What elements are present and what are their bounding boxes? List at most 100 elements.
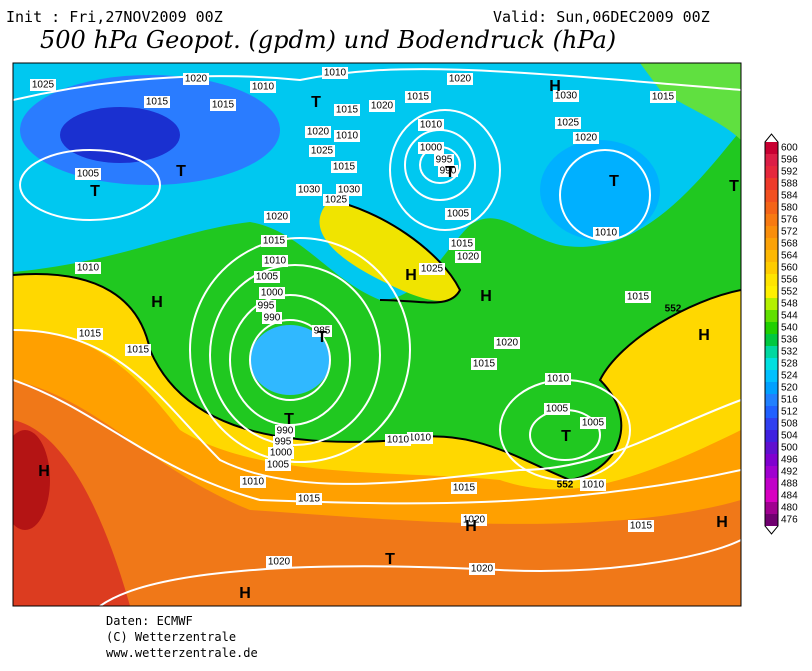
pressure-center: H bbox=[38, 463, 50, 480]
isobar-label: 985 bbox=[314, 326, 331, 337]
isobar-label-box bbox=[275, 425, 295, 437]
isobar-label-box bbox=[259, 287, 285, 299]
colorbar-swatch bbox=[765, 154, 778, 166]
colorbar-swatch bbox=[765, 346, 778, 358]
isobar-label-box bbox=[254, 271, 280, 283]
colorbar-label: 488 bbox=[781, 479, 798, 490]
pressure-center: H bbox=[465, 518, 477, 535]
colorbar-label: 576 bbox=[781, 215, 798, 226]
colorbar-label: 520 bbox=[781, 383, 798, 394]
colorbar-label: 552 bbox=[781, 287, 798, 298]
isobar-label: 1015 bbox=[407, 92, 430, 103]
isobar-label-box bbox=[309, 145, 335, 157]
isobar-label: 1025 bbox=[557, 118, 580, 129]
map-field bbox=[12, 62, 742, 607]
colorbar-swatch bbox=[765, 202, 778, 214]
isobar-label: 1025 bbox=[32, 80, 55, 91]
isobar-label: 1010 bbox=[547, 374, 570, 385]
isobar-label: 1015 bbox=[652, 92, 675, 103]
isobar-label: 1010 bbox=[420, 120, 443, 131]
isobar-label-box bbox=[419, 263, 445, 275]
colorbar-swatch bbox=[765, 310, 778, 322]
pressure-center: T bbox=[90, 183, 100, 200]
pressure-center: T bbox=[729, 178, 739, 195]
colorbar-label: 584 bbox=[781, 191, 798, 202]
isobar-label-box bbox=[418, 119, 444, 131]
colorbar-label: 564 bbox=[781, 251, 798, 262]
isobar-label-box bbox=[434, 154, 454, 166]
colorbar-label: 600 bbox=[781, 143, 798, 154]
footer-copyright: (C) Wetterzentrale bbox=[106, 630, 236, 644]
colorbar-label: 504 bbox=[781, 431, 798, 442]
colorbar-label: 596 bbox=[781, 155, 798, 166]
isobar-label: 1020 bbox=[307, 127, 330, 138]
colorbar-label: 548 bbox=[781, 299, 798, 310]
isobar-label-box bbox=[544, 403, 570, 415]
isobar-label: 995 bbox=[258, 301, 275, 312]
isobar-label: 1025 bbox=[311, 146, 334, 157]
footer-url: www.wetterzentrale.de bbox=[106, 646, 258, 660]
isobar-label: 1015 bbox=[451, 239, 474, 250]
pressure-center: T bbox=[311, 94, 321, 111]
isobar-label: 995 bbox=[275, 437, 292, 448]
isobar-label: 1015 bbox=[127, 345, 150, 356]
colorbar-swatch bbox=[765, 334, 778, 346]
isobar-label-box bbox=[445, 208, 471, 220]
colorbar-swatch bbox=[765, 262, 778, 274]
footer-source: Daten: ECMWF bbox=[106, 614, 193, 628]
isobar-label: 1020 bbox=[449, 74, 472, 85]
isobar-label: 1020 bbox=[266, 212, 289, 223]
colorbar-label: 544 bbox=[781, 311, 798, 322]
isobar-label-box bbox=[469, 563, 495, 575]
colorbar-label: 484 bbox=[781, 491, 798, 502]
colorbar-label: 492 bbox=[781, 467, 798, 478]
colorbar-swatch bbox=[765, 166, 778, 178]
colorbar-swatch bbox=[765, 394, 778, 406]
pressure-center: H bbox=[716, 514, 728, 531]
isobar-label: 995 bbox=[436, 155, 453, 166]
isobar-label-box bbox=[296, 493, 322, 505]
isobar-label: 1025 bbox=[325, 195, 348, 206]
isobar-label-box bbox=[273, 436, 293, 448]
isobar-label-box bbox=[331, 161, 357, 173]
colorbar-frame bbox=[764, 133, 779, 535]
colorbar-label: 528 bbox=[781, 359, 798, 370]
isobar-label: 1020 bbox=[471, 564, 494, 575]
isobar-label: 1010 bbox=[582, 480, 605, 491]
isobar-label: 1005 bbox=[546, 404, 569, 415]
isobar-label-box bbox=[438, 165, 458, 177]
isobar-label: 1010 bbox=[264, 256, 287, 267]
colorbar-label: 496 bbox=[781, 455, 798, 466]
isobar-label-box bbox=[494, 337, 520, 349]
isobar-label-box bbox=[296, 184, 322, 196]
isobar-label: 1005 bbox=[267, 460, 290, 471]
colorbar-swatch bbox=[765, 298, 778, 310]
isobar-label-box bbox=[75, 262, 101, 274]
isobar-label-box bbox=[407, 432, 433, 444]
colorbar-swatch bbox=[765, 454, 778, 466]
colorbar-swatch bbox=[765, 370, 778, 382]
map-title: 500 hPa Geopot. (gpdm) und Bodendruck (h… bbox=[40, 26, 616, 54]
pressure-center: H bbox=[480, 288, 492, 305]
isobar-label: 1020 bbox=[496, 338, 519, 349]
isobar-label: 1020 bbox=[463, 515, 486, 526]
isobar-label-box bbox=[451, 482, 477, 494]
pressure-center: T bbox=[317, 329, 327, 346]
isobar-label: 1010 bbox=[387, 435, 410, 446]
isobar-label: 1015 bbox=[473, 359, 496, 370]
colorbar-swatch bbox=[765, 226, 778, 238]
isobar-label: 1015 bbox=[212, 100, 235, 111]
isobar-label-box bbox=[455, 251, 481, 263]
pressure-center: H bbox=[549, 78, 561, 95]
colorbar-swatch bbox=[765, 238, 778, 250]
isobar-label: 1015 bbox=[453, 483, 476, 494]
colorbar-swatch bbox=[765, 442, 778, 454]
isobar-label: 1000 bbox=[261, 288, 284, 299]
colorbar-swatch bbox=[765, 466, 778, 478]
colorbar-label: 556 bbox=[781, 275, 798, 286]
isobar-label: 1010 bbox=[77, 263, 100, 274]
isobar-label: 1010 bbox=[409, 433, 432, 444]
colorbar-label: 588 bbox=[781, 179, 798, 190]
